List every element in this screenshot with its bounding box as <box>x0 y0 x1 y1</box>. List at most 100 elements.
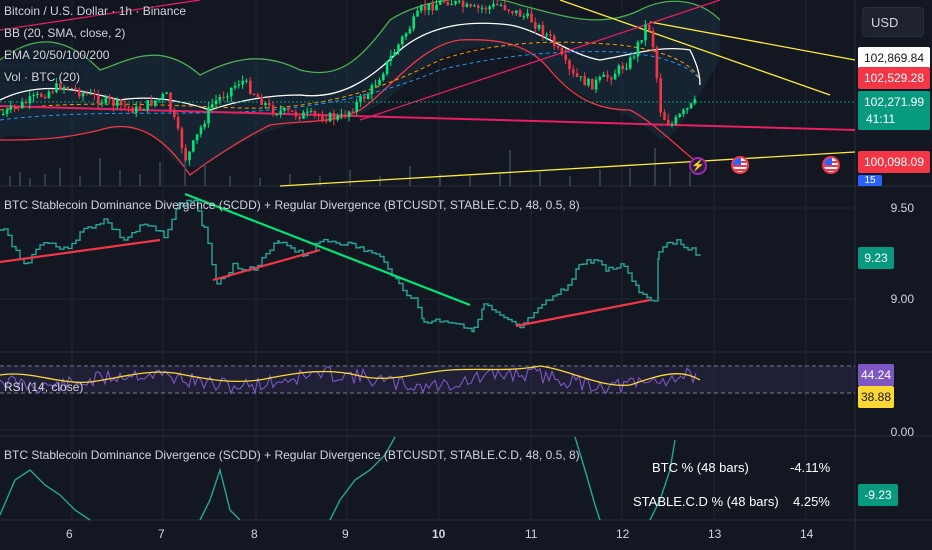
candle-body <box>325 120 328 122</box>
legend-volume[interactable]: Vol · BTC (20) <box>4 70 81 84</box>
candle-body <box>17 107 20 109</box>
candle-body <box>541 25 545 36</box>
candle-body <box>610 77 613 80</box>
candle-body <box>553 35 556 47</box>
x-axis-date: 9 <box>342 527 349 541</box>
candle-body <box>416 10 419 17</box>
candle-body <box>154 100 157 106</box>
candle-body <box>74 88 77 90</box>
candle-body <box>66 87 70 90</box>
candle-body <box>439 0 442 5</box>
candle-body <box>256 94 260 97</box>
candle-body <box>290 110 294 112</box>
candle-body <box>123 105 127 107</box>
candle-body <box>218 96 222 101</box>
candle-body <box>70 88 73 90</box>
candle-body <box>465 4 469 8</box>
candle-body <box>503 4 507 10</box>
rsi-ma-tag: 38.88 <box>858 386 894 408</box>
candle-body <box>446 2 450 6</box>
ema-100-line <box>0 41 701 111</box>
candle-body <box>328 113 332 122</box>
table-label-btc: BTC % (48 bars) <box>652 460 749 475</box>
candle-body <box>43 96 47 98</box>
candle-body <box>442 0 446 3</box>
volume-bars <box>9 148 691 186</box>
us-flag-icon[interactable] <box>822 156 840 174</box>
candle-body <box>458 0 461 2</box>
us-flag-icon[interactable] <box>731 156 749 174</box>
candle-body <box>401 36 404 45</box>
candle-body <box>389 55 393 62</box>
candle-body <box>226 96 229 98</box>
candle-body <box>496 3 499 6</box>
candle-body <box>507 9 510 11</box>
candle-body <box>93 93 96 96</box>
candle-body <box>575 73 579 77</box>
candle-body <box>81 93 85 97</box>
candle-body <box>686 108 689 110</box>
candle-body <box>142 109 146 111</box>
candle-body <box>340 114 343 116</box>
candle-body <box>36 93 39 96</box>
candle-body <box>131 107 134 113</box>
candle-body <box>613 73 617 80</box>
divergence-line-red-3 <box>515 298 651 328</box>
bollinger-band-fill <box>0 0 720 168</box>
scdd-pane-title[interactable]: BTC Stablecoin Dominance Divergence (SCD… <box>4 198 580 212</box>
candle-body <box>515 10 518 14</box>
candle-body <box>450 3 453 6</box>
yellow-trendline-support <box>279 151 856 187</box>
candle-body <box>393 52 396 56</box>
x-axis-date: 7 <box>158 527 165 541</box>
candle-body <box>47 91 51 98</box>
candle-body <box>100 102 104 104</box>
candle-body <box>530 13 533 23</box>
symbol-title[interactable]: Bitcoin / U.S. Dollar · 1h · Binance <box>4 4 187 18</box>
legend-ema[interactable]: EMA 20/50/100/200 <box>4 48 110 62</box>
candle-body <box>477 5 480 8</box>
candle-body <box>378 79 381 86</box>
x-axis-date: 13 <box>708 527 722 541</box>
candle-body <box>275 114 279 116</box>
currency-button[interactable]: USD <box>862 7 924 37</box>
candle-body <box>382 73 385 80</box>
candle-body <box>351 111 355 113</box>
candle-body <box>644 25 647 41</box>
chart-legend: Bitcoin / U.S. Dollar · 1h · Binance BB … <box>4 0 186 88</box>
candle-body <box>195 134 199 141</box>
candle-body <box>283 108 286 111</box>
scdd-axis-label: 9.50 <box>890 201 914 215</box>
candle-body <box>55 83 58 93</box>
x-axis-date: 14 <box>800 527 814 541</box>
candle-body <box>207 107 210 124</box>
candle-body <box>632 56 636 58</box>
candle-body <box>591 78 594 90</box>
bottom-pane-title[interactable]: BTC Stablecoin Dominance Divergence (SCD… <box>4 448 580 462</box>
pink-rising-line <box>359 0 721 121</box>
candle-body <box>492 3 495 7</box>
candle-body <box>602 74 605 77</box>
candle-body <box>161 94 165 99</box>
candle-body <box>279 110 282 115</box>
lightning-icon[interactable]: ⚡ <box>689 157 707 175</box>
x-axis-date: 6 <box>66 527 73 541</box>
candle-body <box>233 85 237 88</box>
candle-body <box>363 96 366 99</box>
candle-body <box>385 61 389 74</box>
candle-body <box>203 123 206 128</box>
rsi-value-tag: 44.24 <box>858 364 894 386</box>
candle-body <box>689 103 693 109</box>
candle-body <box>138 106 142 110</box>
candle-body <box>9 105 13 110</box>
candle-body <box>173 109 176 118</box>
candle-body <box>347 111 351 118</box>
divergence-line-red-1 <box>0 238 161 264</box>
legend-bb[interactable]: BB (20, SMA, close, 2) <box>4 26 126 40</box>
rsi-pane-title[interactable]: RSI (14, close) <box>4 380 84 394</box>
candle-body <box>651 30 655 48</box>
candle-body <box>237 84 241 86</box>
candle-body <box>423 5 427 11</box>
countdown-tag: 41:11 <box>858 108 930 130</box>
